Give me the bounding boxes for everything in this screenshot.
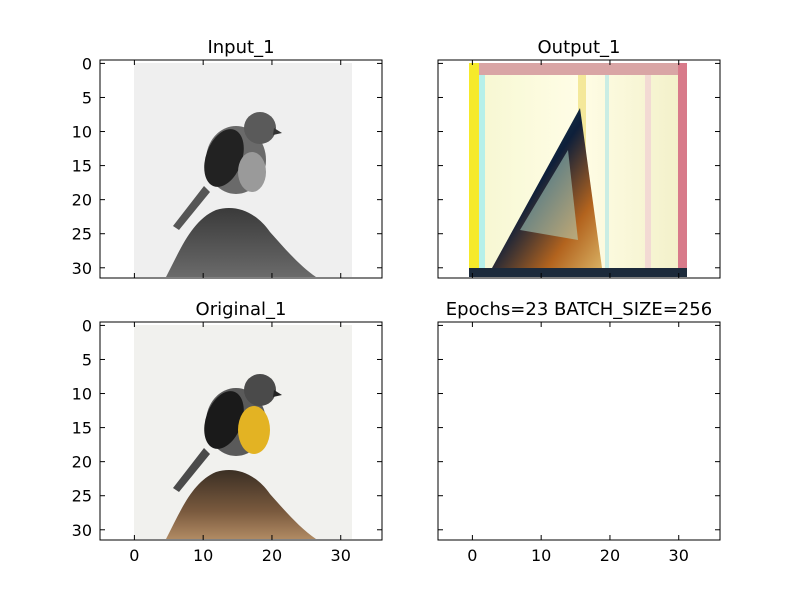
output-stripe-2 [605, 75, 609, 268]
subplot-original [134, 325, 352, 539]
output-top-band [469, 63, 687, 75]
ticks-input: 0 5 10 15 20 25 30 [72, 54, 382, 278]
y-tick-label: 30 [72, 521, 92, 540]
title-empty: Epochs=23 BATCH_SIZE=256 [446, 299, 712, 320]
y-tick-label: 5 [82, 350, 92, 369]
input-bird-head [244, 112, 276, 144]
ticks-output [438, 60, 720, 278]
original-bird-breast [238, 406, 270, 454]
y-tick-label: 15 [72, 419, 92, 438]
axes-frame-empty [437, 321, 721, 541]
title-output: Output_1 [538, 37, 621, 58]
x-tick-label: 0 [129, 546, 139, 565]
input-bird-breast [238, 152, 266, 192]
original-bird-head [244, 374, 276, 406]
input-bird-tail [173, 186, 210, 230]
output-triangle-highlight [520, 150, 578, 240]
y-tick-label: 10 [72, 123, 92, 142]
output-left-band-2 [479, 75, 485, 275]
y-tick-label: 20 [72, 453, 92, 472]
axes-frame-original [99, 321, 383, 541]
subplot-input [134, 63, 352, 277]
original-rock [166, 470, 316, 539]
output-left-band [469, 63, 479, 277]
title-input: Input_1 [207, 37, 274, 58]
x-tick-label: 30 [331, 546, 351, 565]
axes-frame-output [437, 59, 721, 279]
x-tick-label: 10 [193, 546, 213, 565]
y-tick-label: 5 [82, 88, 92, 107]
y-tick-label: 20 [72, 191, 92, 210]
input-bird-beak [273, 128, 282, 135]
input-rock [166, 208, 316, 277]
x-tick-label: 20 [600, 546, 620, 565]
output-bottom-band [469, 268, 687, 277]
y-tick-label: 0 [82, 54, 92, 73]
y-tick-label: 30 [72, 259, 92, 278]
y-tick-label: 15 [72, 157, 92, 176]
original-bird-beak [273, 390, 282, 397]
title-original: Original_1 [196, 299, 287, 320]
x-tick-label: 30 [669, 546, 689, 565]
subplot-output [469, 63, 687, 277]
y-tick-label: 0 [82, 316, 92, 335]
original-bird-wing [204, 391, 244, 449]
y-tick-label: 25 [72, 487, 92, 506]
original-bird-tail [173, 448, 210, 492]
ticks-empty: 0 10 20 30 [438, 322, 720, 565]
input-bird-wing [204, 129, 244, 187]
output-right-band [678, 63, 687, 277]
axes-frame-input [99, 59, 383, 279]
y-tick-label: 10 [72, 385, 92, 404]
x-tick-label: 10 [531, 546, 551, 565]
x-tick-label: 0 [467, 546, 477, 565]
y-tick-label: 25 [72, 225, 92, 244]
x-tick-label: 20 [262, 546, 282, 565]
ticks-original: 0 5 10 15 20 25 30 0 10 20 30 [72, 316, 382, 565]
output-stripe-3 [645, 75, 651, 268]
